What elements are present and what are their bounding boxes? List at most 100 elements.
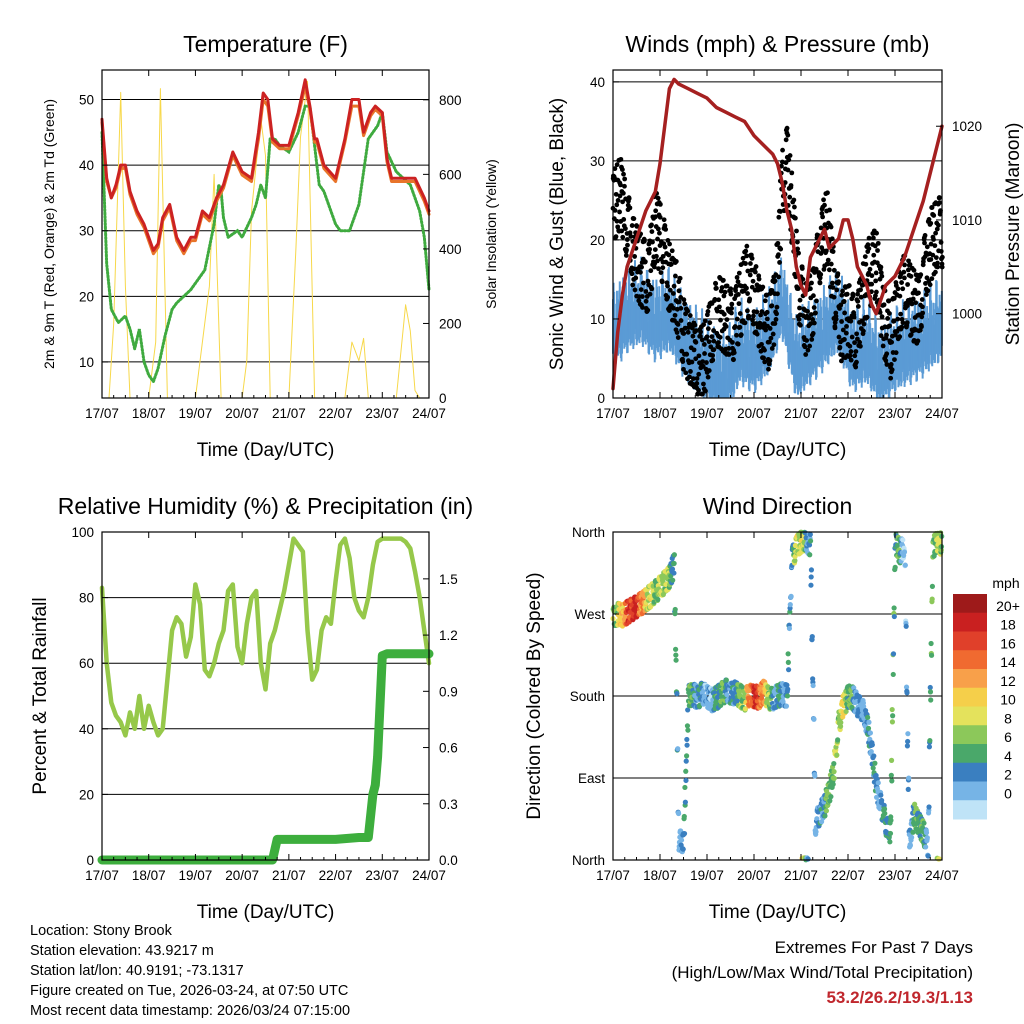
direction-point (701, 693, 707, 699)
y-tick-label: 20 (79, 289, 94, 304)
gust-point (772, 321, 778, 327)
chart-panel-0: 17/07 18/07 19/07 20/07 21/07 22/07 23/07 24/07… (41, 31, 499, 461)
chart-title: Temperature (F) (183, 31, 348, 57)
gust-point (625, 242, 630, 248)
gust-point (919, 297, 925, 302)
direction-point (838, 719, 844, 726)
x-tick-label: 19/07 (179, 406, 213, 421)
direction-point (683, 758, 689, 764)
gust-point (806, 315, 812, 321)
gust-point (712, 296, 718, 302)
direction-point (785, 667, 792, 673)
gust-point (931, 213, 937, 218)
x-tick-label: 18/07 (132, 868, 166, 883)
gust-point (769, 288, 775, 293)
direction-point (806, 542, 813, 548)
colorbar-label: 8 (1004, 710, 1012, 726)
colorbar-label: 20+ (996, 598, 1020, 614)
gust-point (752, 269, 758, 275)
gust-point (899, 280, 904, 285)
gust-point (908, 273, 914, 279)
y-right-tick-label: 0.6 (439, 741, 458, 756)
gust-point (842, 337, 847, 342)
gust-point (694, 380, 700, 386)
gust-point (634, 223, 640, 229)
gust-point (927, 282, 933, 288)
gust-point (919, 314, 925, 320)
extremes-subtitle: (High/Low/Max Wind/Total Precipitation) (671, 963, 973, 982)
direction-point (723, 677, 729, 683)
gust-point (615, 224, 621, 230)
gust-point (881, 302, 887, 308)
direction-point (905, 786, 911, 792)
gust-point (873, 278, 879, 284)
gust-point (683, 370, 689, 376)
gust-point (831, 267, 837, 273)
gust-point (692, 322, 698, 328)
gust-point (615, 198, 621, 203)
gust-point (694, 376, 700, 381)
gust-point (897, 293, 903, 299)
gust-point (792, 215, 798, 221)
direction-point (808, 567, 815, 573)
gust-point (695, 391, 701, 397)
gust-point (922, 240, 927, 246)
gust-point (805, 309, 810, 314)
gust-point (926, 216, 932, 222)
direction-point (891, 613, 897, 620)
x-tick-label: 23/07 (365, 406, 399, 421)
gust-point (776, 214, 782, 220)
series-station-pressure (611, 77, 944, 391)
gust-point (648, 268, 654, 274)
chart-title: Winds (mph) & Pressure (mb) (625, 31, 929, 57)
gust-point (830, 285, 836, 290)
direction-point (892, 564, 898, 571)
gust-point (853, 349, 859, 354)
gust-point (902, 262, 907, 268)
direction-point (875, 780, 881, 786)
series-relative-humidity (99, 536, 432, 738)
y-tick-label: 40 (79, 158, 94, 173)
gust-point (729, 339, 735, 345)
gust-point (733, 288, 738, 294)
direction-point (904, 690, 910, 696)
gust-point (734, 332, 739, 338)
gust-point (906, 258, 911, 264)
gust-point (693, 328, 699, 334)
station-location: Location: Stony Brook (30, 923, 172, 939)
gust-point (829, 280, 835, 286)
station-latlon: Station lat/lon: 40.9191; -73.1317 (30, 963, 244, 979)
gust-point (629, 271, 635, 277)
gust-point (668, 261, 674, 267)
series-gust (610, 125, 945, 397)
direction-point (680, 846, 686, 852)
colorbar-title: mph (992, 575, 1019, 591)
gust-point (769, 303, 775, 309)
gust-point (840, 288, 845, 294)
gust-point (889, 339, 895, 345)
gust-point (669, 248, 675, 254)
gust-point (932, 243, 938, 249)
x-tick-label: 20/07 (225, 868, 259, 883)
gust-point (767, 326, 773, 331)
gust-point (711, 347, 717, 353)
gust-point (884, 351, 890, 357)
gust-point (753, 264, 759, 269)
gust-point (809, 337, 815, 342)
gust-point (762, 298, 768, 304)
gust-point (760, 284, 766, 290)
x-tick-label: 20/07 (737, 868, 771, 883)
gust-point (746, 313, 752, 319)
extremes-title: Extremes For Past 7 Days (774, 938, 973, 957)
gust-point (744, 253, 750, 259)
gust-point (759, 309, 765, 314)
y-tick-label: 10 (590, 312, 605, 327)
gust-point (794, 228, 799, 234)
direction-point (672, 606, 678, 613)
direction-point (805, 856, 811, 862)
direction-point (912, 801, 918, 807)
gust-point (826, 267, 832, 273)
y-right-tick-label: 0.3 (439, 797, 458, 812)
gust-point (791, 197, 797, 203)
gust-point (671, 305, 676, 311)
